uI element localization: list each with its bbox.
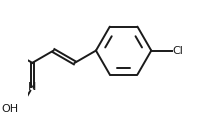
Text: OH: OH: [2, 104, 19, 114]
Text: N: N: [28, 82, 36, 92]
Text: Cl: Cl: [172, 46, 183, 56]
